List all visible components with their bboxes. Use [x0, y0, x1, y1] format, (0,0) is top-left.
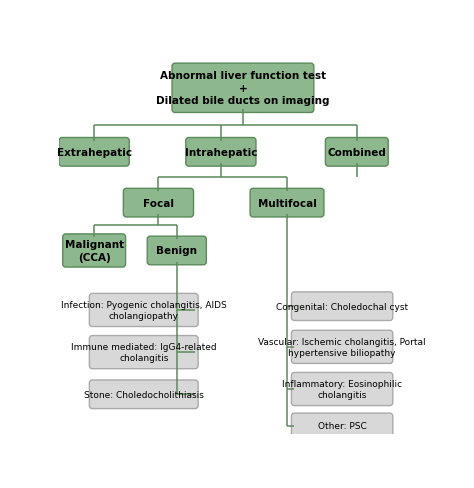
Text: Congenital: Choledochal cyst: Congenital: Choledochal cyst	[276, 302, 408, 311]
Text: Abnormal liver function test
+
Dilated bile ducts on imaging: Abnormal liver function test + Dilated b…	[156, 71, 330, 106]
Text: Benign: Benign	[156, 246, 197, 256]
FancyBboxPatch shape	[292, 292, 393, 321]
Text: Infection: Pyogenic cholangitis, AIDS
cholangiopathy: Infection: Pyogenic cholangitis, AIDS ch…	[61, 300, 227, 320]
FancyBboxPatch shape	[186, 138, 256, 167]
Text: Focal: Focal	[143, 198, 174, 208]
FancyBboxPatch shape	[90, 380, 198, 409]
FancyBboxPatch shape	[147, 237, 206, 265]
FancyBboxPatch shape	[325, 138, 388, 167]
Text: Inflammatory: Eosinophilic
cholangitis: Inflammatory: Eosinophilic cholangitis	[282, 379, 402, 399]
FancyBboxPatch shape	[63, 234, 126, 267]
FancyBboxPatch shape	[172, 64, 314, 113]
FancyBboxPatch shape	[90, 294, 198, 327]
Text: Multifocal: Multifocal	[257, 198, 317, 208]
FancyBboxPatch shape	[123, 189, 193, 218]
Text: Intrahepatic: Intrahepatic	[185, 147, 257, 158]
Text: Immune mediated: IgG4-related
cholangitis: Immune mediated: IgG4-related cholangiti…	[71, 343, 217, 363]
Text: Other: PSC: Other: PSC	[318, 422, 366, 430]
FancyBboxPatch shape	[90, 336, 198, 369]
Text: Extrahepatic: Extrahepatic	[56, 147, 132, 158]
FancyBboxPatch shape	[250, 189, 324, 218]
Text: Vascular: Ischemic cholangitis, Portal
hypertensive biliopathy: Vascular: Ischemic cholangitis, Portal h…	[258, 337, 426, 357]
Text: Combined: Combined	[328, 147, 386, 158]
FancyBboxPatch shape	[59, 138, 129, 167]
Text: Malignant
(CCA): Malignant (CCA)	[64, 240, 124, 262]
FancyBboxPatch shape	[292, 330, 393, 364]
FancyBboxPatch shape	[292, 413, 393, 439]
FancyBboxPatch shape	[292, 373, 393, 406]
Text: Stone: Choledocholithiasis: Stone: Choledocholithiasis	[84, 390, 204, 399]
